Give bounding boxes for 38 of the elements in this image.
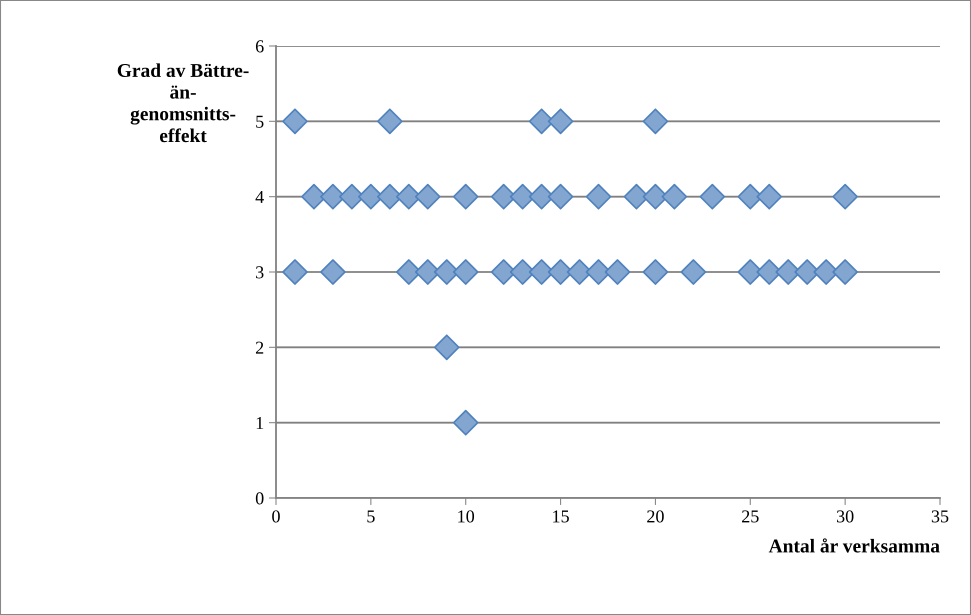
x-tick-label: 0 (272, 510, 280, 523)
x-tick-label: 5 (367, 510, 375, 523)
y-tick-label: 6 (256, 40, 264, 52)
point (452, 184, 479, 210)
point (452, 410, 479, 436)
point (548, 108, 574, 134)
y-tick-label: 2 (256, 342, 264, 354)
x-tick-label: 20 (647, 510, 664, 523)
point (680, 259, 706, 285)
point (282, 259, 308, 285)
point (320, 259, 346, 285)
y-tick-label: 0 (256, 492, 264, 504)
x-tick-label: 25 (742, 510, 759, 523)
y-tick-label: 3 (256, 266, 264, 278)
point (586, 184, 612, 210)
point (642, 259, 668, 285)
y-tick-label: 5 (256, 116, 264, 128)
x-tick-label: 10 (458, 510, 474, 523)
point (642, 108, 668, 134)
y-tick-label: 1 (256, 417, 264, 429)
x-axis-title: Antal år verksamma (768, 538, 940, 553)
point (414, 184, 441, 210)
point (662, 184, 688, 210)
point (452, 259, 479, 285)
point (604, 259, 630, 285)
point (832, 259, 858, 285)
point (434, 334, 460, 360)
point (756, 184, 782, 210)
x-tick-label: 35 (932, 510, 948, 523)
point (832, 184, 858, 210)
x-tick-label: 30 (836, 510, 854, 523)
x-tick-label: 15 (553, 510, 569, 523)
y-axis-title: Grad av Bättre-än-genomsnitts-effekt (118, 63, 249, 142)
point (548, 184, 574, 210)
point (376, 108, 403, 134)
y-tick-label: 4 (256, 191, 264, 203)
point (282, 108, 308, 134)
point (699, 184, 726, 210)
